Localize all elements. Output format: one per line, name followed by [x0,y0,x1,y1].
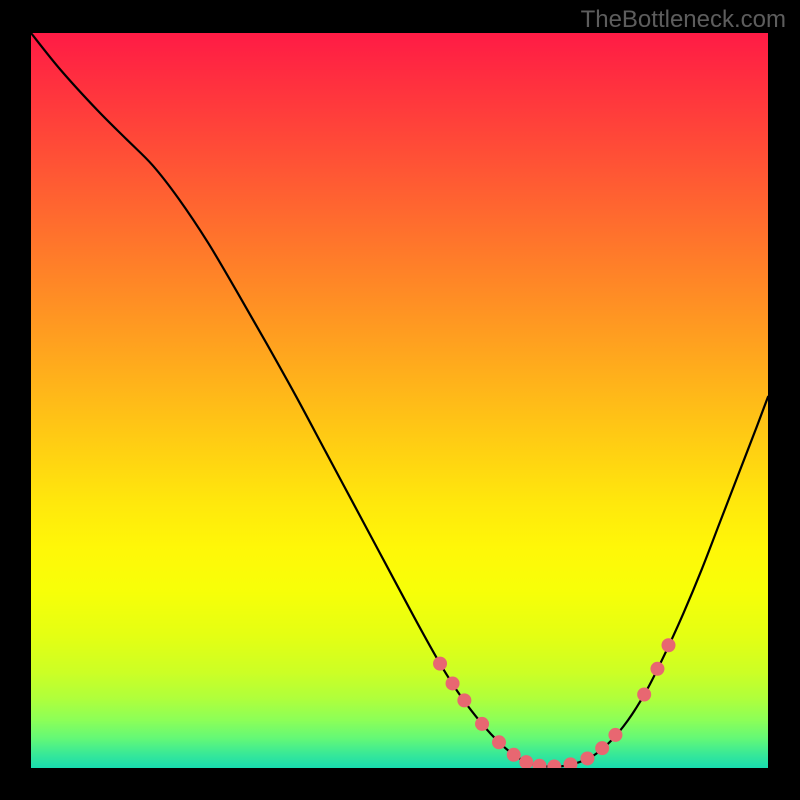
data-point-marker [547,760,561,768]
data-point-marker [563,757,577,768]
chart-svg [31,33,768,768]
data-point-marker [519,755,533,768]
plot-area [31,33,768,768]
data-point-marker [580,751,594,765]
data-point-marker [433,657,447,671]
data-point-marker [662,638,676,652]
data-point-marker [446,676,460,690]
data-point-marker [650,662,664,676]
data-point-marker [533,759,547,768]
watermark-text: TheBottleneck.com [581,6,786,34]
data-point-marker [492,735,506,749]
data-point-marker [608,728,622,742]
data-point-marker [507,748,521,762]
data-point-marker [475,717,489,731]
data-point-marker [595,741,609,755]
data-point-marker [457,693,471,707]
bottleneck-curve [31,33,768,767]
data-point-marker [637,688,651,702]
stage: { "canvas": { "width": 800, "height": 80… [0,0,800,800]
